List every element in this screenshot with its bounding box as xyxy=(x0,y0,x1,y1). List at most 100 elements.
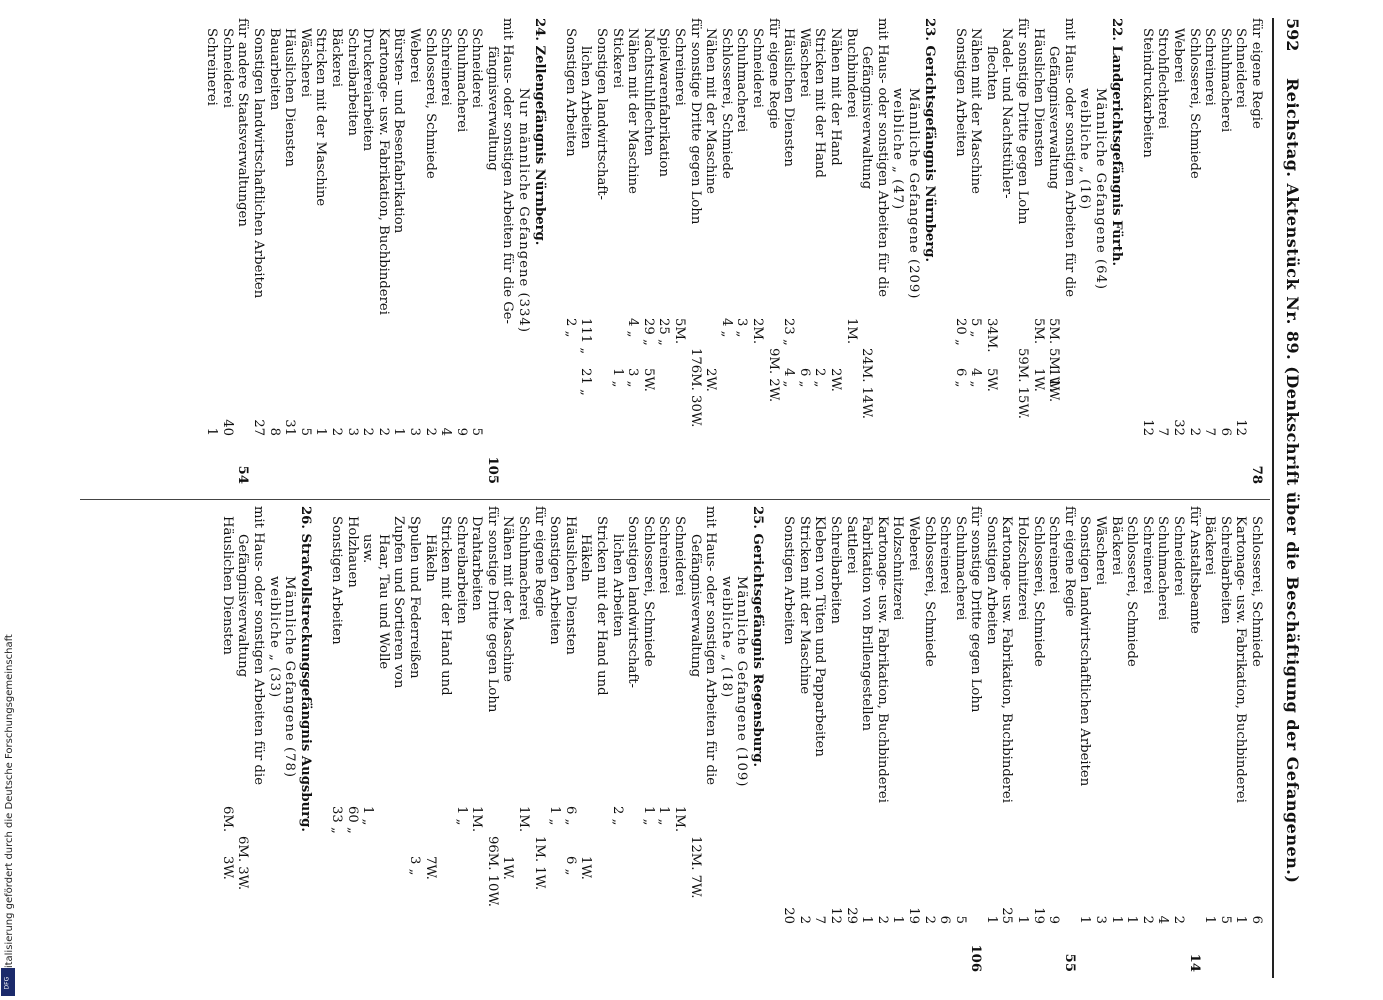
count: 3 xyxy=(406,427,422,436)
female-count: 7W. xyxy=(422,856,438,880)
male-count: 5M. xyxy=(1030,318,1046,345)
page-title: Reichstag. Aktenstück Nr. 89. (Denkschri… xyxy=(1283,78,1302,884)
table-row: Bürsten- und Besenfabrikation 1 xyxy=(391,18,406,488)
table-row: für andere Staatsverwaltungen 54 xyxy=(235,18,250,488)
row-label: Stricken mit der Maschine xyxy=(796,516,812,695)
row-label: Schreinerei xyxy=(438,28,454,106)
count: 20 xyxy=(781,907,797,924)
table-row: Schreinerei 9 xyxy=(1046,506,1061,976)
table-row: Schuhmacherei 1M. xyxy=(516,506,532,976)
table-row: weibliche „ (33) xyxy=(266,506,282,976)
row-label: Druckereiarbeiten xyxy=(360,28,376,152)
table-row: Schneiderei 2M. xyxy=(749,18,765,488)
table-row: Gefängnisverwaltung 5M. 1W. 5M. 1W. xyxy=(1046,18,1061,488)
table-row: Häuslichen Diensten 5M. 1W. xyxy=(1030,18,1046,488)
row-label: Stricken mit der Maschine xyxy=(313,28,329,207)
table-row: Weberei 19 xyxy=(905,506,921,976)
count: 5 xyxy=(1217,915,1233,924)
male-count: 33 „ xyxy=(328,806,344,834)
row-label: Schlosserei, Schmiede xyxy=(1030,516,1046,667)
row-label: Weberei xyxy=(406,28,422,83)
row-label: Strohflechterei xyxy=(1155,28,1171,129)
table-row: Kartonage- usw. Fabrikation, Buchbindere… xyxy=(1233,506,1248,976)
group-total: 12M. 7W. xyxy=(687,836,703,899)
row-label: Nur männliche Gefangene (334) xyxy=(516,88,532,333)
table-row: Nähen mit der Maschine 5 „ 4 „ xyxy=(968,18,984,488)
table-row: Schneiderei 2 xyxy=(1170,506,1186,976)
count: 2 xyxy=(1139,915,1155,924)
row-label: Wäscherei xyxy=(297,28,313,98)
count: 9 xyxy=(453,427,469,436)
row-label: für sonstige Dritte gegen Lohn xyxy=(968,506,984,713)
table-row: Sonstigen Arbeiten 1 „ xyxy=(547,506,562,976)
row-label: Schlosserei, Schmiede xyxy=(640,516,656,667)
count: 6 xyxy=(1249,915,1264,924)
female-count: 3 „ xyxy=(406,856,422,876)
row-label: Schneiderei xyxy=(219,28,235,109)
table-row: Nähen mit der Maschine 4 „ 3 „ xyxy=(625,18,640,488)
row-label: Sonstigen Arbeiten xyxy=(983,516,999,645)
row-label: weibliche „ (16) xyxy=(1077,88,1093,211)
table-row: Schneiderei 5 xyxy=(469,18,484,488)
table-row: Spulen und Federreißen 3 „ xyxy=(406,506,422,976)
right-column: Schlosserei, Schmiede 6 Kartonage- usw. Fa… xyxy=(219,506,1264,976)
row-label: Schuhmacherei xyxy=(453,28,469,133)
row-label: Kartonage- usw. Fabrikation, Buchbindere… xyxy=(874,516,890,803)
row-label: Schreibarbeiten xyxy=(1217,516,1233,624)
row-label: Nadel- und Nachtstühler- xyxy=(999,28,1015,199)
table-row: weibliche „ (47) xyxy=(890,18,906,488)
section-title: 23. Gerichtsgefängnis Nürnberg. xyxy=(921,18,937,263)
table-row: für Anstaltsbeamte 14 xyxy=(1186,506,1202,976)
row-label: Männliche Gefangene (64) xyxy=(1093,88,1109,291)
row-label: Nähen mit der Hand xyxy=(827,28,843,166)
male-count: 1M. xyxy=(516,806,532,833)
table-row: Wäscherei 5 xyxy=(297,18,313,488)
table-row: für sonstige Dritte gegen Lohn 59M. 15W. xyxy=(1015,18,1030,488)
row-label: Sonstigen Arbeiten xyxy=(781,516,797,645)
female-count: 2W. xyxy=(703,368,719,392)
row-label: Stricken mit der Hand und xyxy=(594,516,610,696)
table-row: Drahtarbeiten 1M. xyxy=(469,506,485,976)
table-row: Gefängnisverwaltung 12M. 7W. xyxy=(687,506,703,976)
count: 1 xyxy=(204,427,220,436)
row-label: Schuhmacherei xyxy=(1155,516,1171,621)
table-row: Nähen mit der Hand 2W. xyxy=(827,18,843,488)
row-label: fängnisverwaltung xyxy=(484,46,500,171)
row-label: lichen Arbeiten xyxy=(578,46,594,149)
table-row: Gefängnisverwaltung 24M. 14W. xyxy=(859,18,875,488)
male-count: 5 „ xyxy=(968,318,984,338)
page-number: 592 xyxy=(1283,18,1302,52)
table-row: usw. 1 „ xyxy=(360,506,375,976)
table-row: Holzschnitzerei 1 xyxy=(890,506,905,976)
row-label: Schlosserei, Schmiede xyxy=(1124,516,1140,667)
table-row: Sonstigen landwirtschaftlichen Arbeiten 2… xyxy=(250,18,266,488)
male-count: 1M. xyxy=(672,806,688,833)
count: 40 xyxy=(219,419,235,436)
table-row: weibliche „ (16) xyxy=(1077,18,1093,488)
male-count: 1 „ xyxy=(656,806,672,826)
row-label: Steindruckarbeiten xyxy=(1139,28,1155,158)
count: 1 xyxy=(1077,915,1093,924)
row-label: Sonstigen Arbeiten xyxy=(952,28,968,157)
table-row: für sonstige Dritte gegen Lohn 106 xyxy=(968,506,984,976)
row-label: Gefängnisverwaltung xyxy=(859,46,875,190)
count: 2 xyxy=(921,915,937,924)
row-label: Sonstigen Arbeiten xyxy=(562,28,578,157)
table-row: Kartonage- usw. Fabrikation, Buchbindere… xyxy=(874,506,890,976)
row-label: Schlosserei, Schmiede xyxy=(1249,516,1264,667)
male-count: 1M. xyxy=(469,806,485,833)
rotated-sheet: 592 Reichstag. Aktenstück Nr. 89. (Denks… xyxy=(80,18,1302,978)
count: 19 xyxy=(1030,907,1046,924)
row-label: Gefängnisverwaltung xyxy=(687,534,703,678)
row-label: weibliche „ (47) xyxy=(890,88,906,211)
section-title: 25. Gerichtsgefängnis Regensburg. xyxy=(750,506,765,768)
row-label: Häuslichen Diensten xyxy=(562,516,578,655)
group-total: 96M. 10W. xyxy=(484,836,500,907)
table-row: Schreinerei 5M. xyxy=(671,18,687,488)
table-row: Fabrikation von Brillengestellen 1 xyxy=(859,506,874,976)
row-label: für sonstige Dritte gegen Lohn xyxy=(687,18,703,225)
count: 7 xyxy=(1202,427,1218,436)
row-label: Sonstigen landwirtschaft- xyxy=(625,516,641,688)
section-heading: 23. Gerichtsgefängnis Nürnberg. xyxy=(921,18,937,488)
row-label: Häuslichen Diensten xyxy=(282,28,298,167)
